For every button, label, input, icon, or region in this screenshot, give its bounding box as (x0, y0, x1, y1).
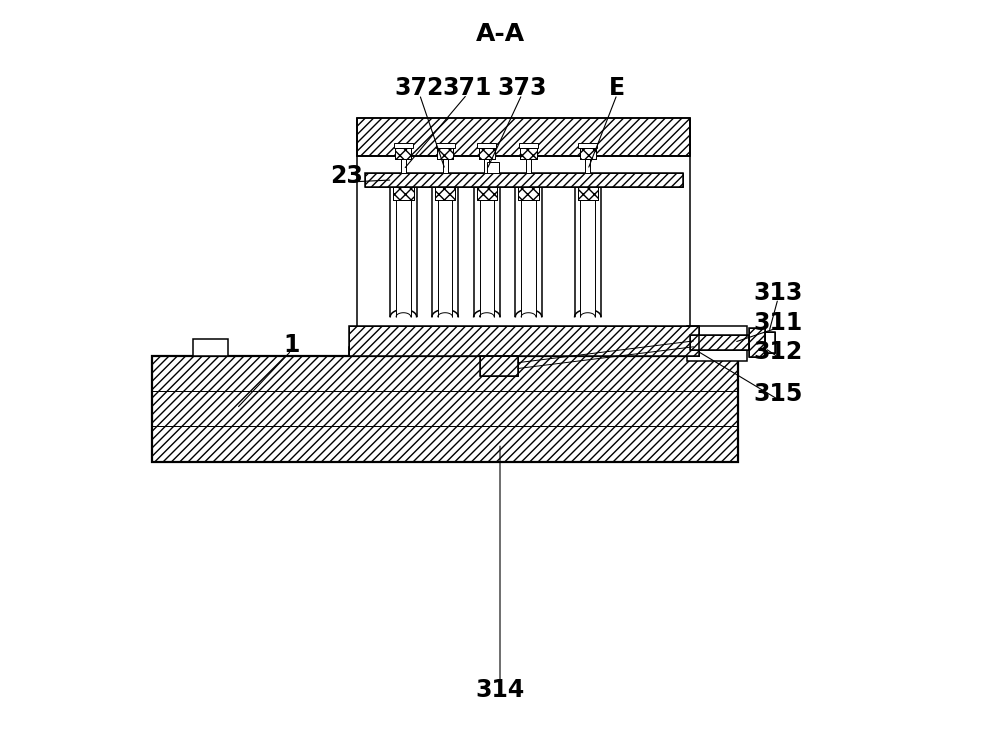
Bar (349, 326, 699, 356)
Bar (395, 149, 411, 159)
Bar (394, 143, 413, 149)
Polygon shape (480, 313, 494, 317)
Text: 371: 371 (442, 76, 492, 100)
Text: 1: 1 (283, 333, 300, 356)
Bar (518, 186, 539, 199)
Bar (520, 149, 537, 159)
Bar (749, 328, 765, 357)
Bar (765, 332, 775, 353)
Bar (578, 143, 597, 149)
Bar (357, 118, 690, 156)
Bar (436, 143, 455, 149)
Bar (435, 186, 455, 199)
Bar (477, 143, 496, 149)
Bar (365, 174, 683, 186)
Bar (152, 427, 738, 462)
Bar (401, 159, 406, 174)
Bar (393, 186, 414, 199)
Bar (396, 186, 411, 317)
Bar (357, 118, 690, 156)
Bar (477, 186, 497, 199)
Bar (521, 186, 536, 317)
Bar (443, 159, 448, 174)
Bar (395, 149, 411, 159)
Bar (585, 159, 590, 174)
Bar (749, 328, 765, 357)
Bar (526, 159, 531, 174)
Bar (765, 332, 775, 353)
Text: 313: 313 (753, 281, 803, 306)
Text: 372: 372 (395, 76, 444, 100)
Text: 312: 312 (753, 340, 803, 364)
Bar (580, 149, 596, 159)
Text: 23: 23 (330, 164, 363, 188)
Polygon shape (396, 313, 411, 317)
Bar (484, 159, 489, 174)
Bar (349, 326, 699, 356)
Bar (487, 162, 499, 174)
Bar (480, 356, 518, 376)
Bar (687, 326, 747, 361)
Bar (437, 149, 453, 159)
Bar (519, 143, 538, 149)
Bar (578, 186, 598, 199)
Bar (438, 186, 452, 317)
Bar (518, 186, 539, 199)
Polygon shape (521, 313, 536, 317)
Bar (435, 186, 455, 199)
Bar (479, 149, 495, 159)
Bar (479, 149, 495, 159)
Bar (152, 356, 738, 462)
Bar (578, 186, 598, 199)
Text: A-A: A-A (475, 21, 525, 45)
Bar (690, 335, 749, 350)
Bar (477, 186, 497, 199)
Bar (580, 186, 595, 317)
Bar (480, 186, 494, 317)
Bar (152, 391, 738, 427)
Bar (152, 356, 738, 391)
Bar (393, 186, 414, 199)
Text: 315: 315 (753, 383, 803, 406)
Bar (365, 174, 683, 186)
Bar (437, 149, 453, 159)
Polygon shape (580, 313, 595, 317)
Bar (349, 347, 699, 356)
Text: 311: 311 (753, 311, 803, 334)
Bar (690, 335, 749, 350)
Bar (193, 339, 228, 356)
Bar (580, 149, 596, 159)
Bar (520, 149, 537, 159)
Bar (480, 356, 518, 376)
Text: 373: 373 (497, 76, 547, 100)
Text: 314: 314 (475, 678, 525, 702)
Text: E: E (609, 76, 625, 100)
Polygon shape (438, 313, 452, 317)
